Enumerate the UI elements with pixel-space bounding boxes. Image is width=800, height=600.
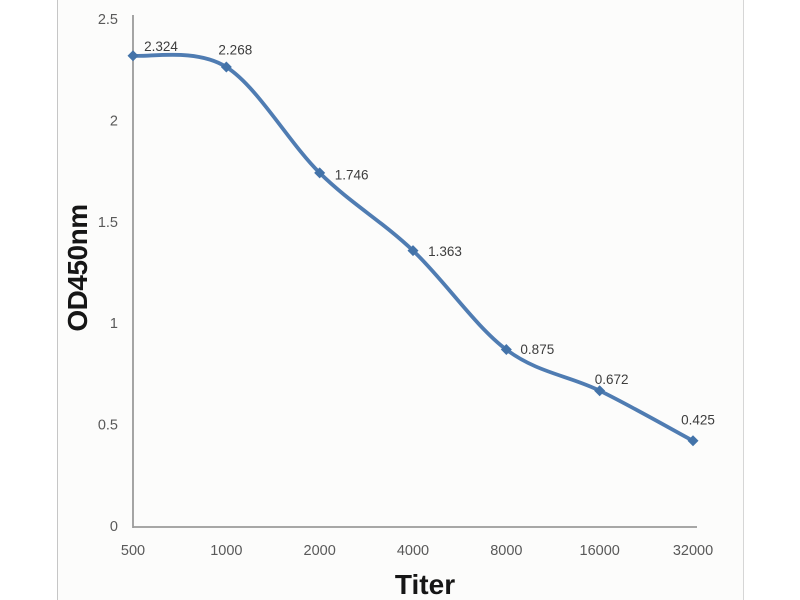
- y-tick-label: 2: [110, 113, 118, 129]
- point-label: 0.672: [595, 372, 629, 387]
- point-label: 0.425: [681, 412, 715, 427]
- point-label: 1.746: [335, 167, 369, 182]
- x-tick-label: 500: [121, 543, 145, 559]
- point-label: 1.363: [428, 244, 462, 259]
- data-point-marker: [500, 344, 512, 356]
- data-point-marker: [220, 61, 232, 73]
- data-point-marker: [127, 50, 139, 62]
- x-tick-label: 1000: [210, 543, 242, 559]
- axis-lines: [132, 15, 697, 528]
- point-label: 2.324: [144, 39, 178, 54]
- y-tick-label: 0.5: [98, 418, 118, 434]
- x-tick-label: 8000: [490, 543, 522, 559]
- y-tick-label: 1: [110, 316, 118, 332]
- data-point-marker: [314, 167, 326, 179]
- x-tick-label: 2000: [304, 543, 336, 559]
- x-axis-title: Titer: [394, 569, 456, 600]
- point-label: 2.268: [218, 43, 252, 58]
- chart-panel: [57, 0, 744, 600]
- y-tick-label: 0: [110, 519, 118, 535]
- data-point-marker: [407, 245, 419, 257]
- y-tick-label: 2.5: [98, 12, 118, 28]
- y-tick-label: 1.5: [98, 215, 118, 231]
- x-tick-label: 16000: [580, 543, 620, 559]
- point-label: 0.875: [520, 342, 554, 357]
- data-point-marker: [594, 385, 606, 397]
- data-point-marker: [687, 435, 699, 447]
- y-axis-title: OD450nm: [62, 204, 93, 332]
- x-tick-label: 32000: [673, 543, 713, 559]
- x-tick-label: 4000: [397, 543, 429, 559]
